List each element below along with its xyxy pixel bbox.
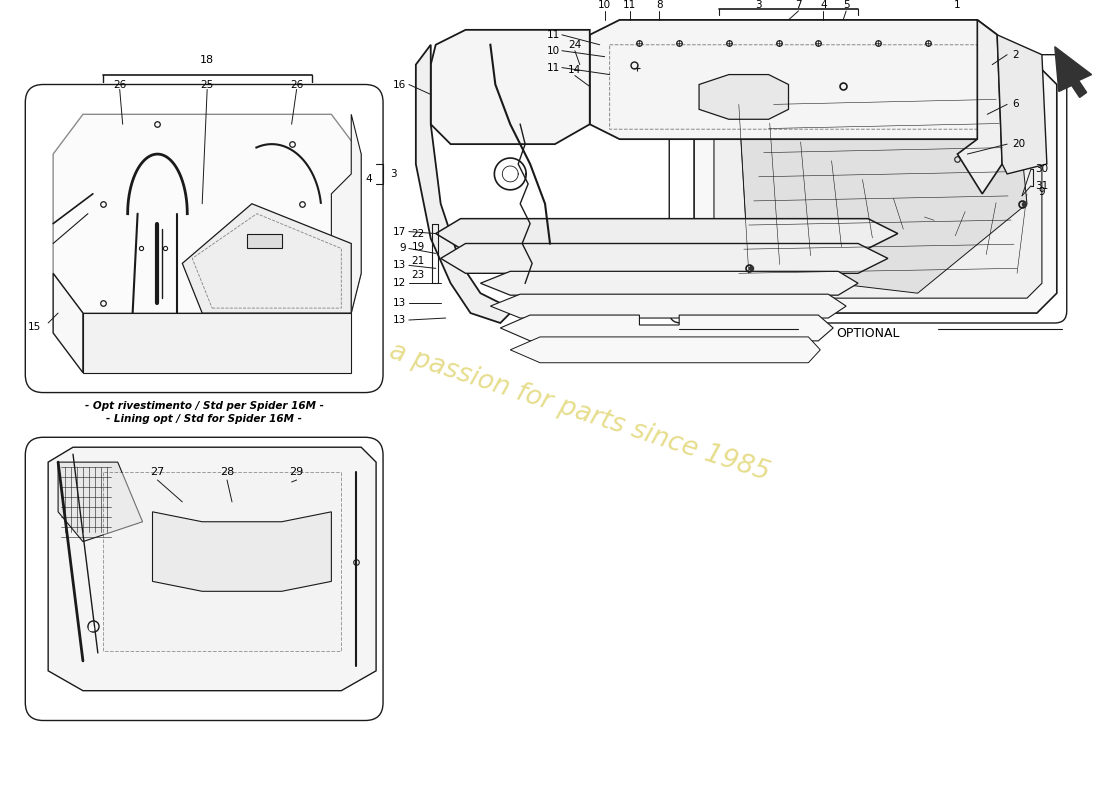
Text: 22: 22 — [411, 229, 425, 238]
Text: 19: 19 — [411, 242, 425, 253]
Polygon shape — [102, 472, 341, 651]
Polygon shape — [590, 20, 998, 139]
Text: 9: 9 — [399, 243, 406, 254]
Polygon shape — [431, 30, 590, 144]
Text: 12: 12 — [393, 278, 406, 288]
Polygon shape — [246, 234, 282, 249]
Polygon shape — [53, 274, 82, 373]
Text: 2: 2 — [1012, 50, 1019, 60]
Text: 8: 8 — [656, 0, 662, 10]
Text: 16: 16 — [393, 79, 406, 90]
Text: 10: 10 — [547, 46, 560, 56]
Text: 20: 20 — [1012, 139, 1025, 149]
Polygon shape — [694, 65, 1057, 313]
Polygon shape — [510, 337, 821, 362]
Text: 15: 15 — [28, 322, 41, 332]
Text: 11: 11 — [623, 0, 636, 10]
Polygon shape — [416, 45, 510, 323]
Polygon shape — [436, 218, 898, 249]
Polygon shape — [500, 315, 833, 341]
Text: 3: 3 — [390, 169, 397, 179]
Text: 26: 26 — [113, 79, 127, 90]
Text: 4: 4 — [820, 0, 826, 10]
Polygon shape — [998, 35, 1047, 174]
Text: 30: 30 — [1035, 164, 1048, 174]
Text: 14: 14 — [569, 65, 582, 74]
Text: 13: 13 — [393, 315, 406, 325]
Polygon shape — [700, 74, 789, 119]
Text: 26: 26 — [290, 79, 304, 90]
Text: 17: 17 — [393, 226, 406, 237]
Text: 9: 9 — [1038, 187, 1045, 197]
Text: - Opt rivestimento / Std per Spider 16M -: - Opt rivestimento / Std per Spider 16M … — [85, 401, 323, 410]
Text: 5: 5 — [843, 0, 849, 10]
Polygon shape — [1055, 46, 1091, 98]
Polygon shape — [491, 294, 846, 318]
Polygon shape — [739, 85, 1027, 293]
Polygon shape — [957, 20, 1002, 194]
Polygon shape — [153, 512, 331, 591]
Text: 11: 11 — [547, 30, 560, 40]
Text: 7: 7 — [795, 0, 802, 10]
Polygon shape — [58, 462, 143, 542]
Text: a passion for parts since 1985: a passion for parts since 1985 — [386, 338, 773, 486]
Text: 21: 21 — [411, 256, 425, 266]
Text: 23: 23 — [411, 270, 425, 280]
Polygon shape — [53, 114, 361, 313]
Text: 31: 31 — [1035, 181, 1048, 191]
Text: 24: 24 — [569, 40, 582, 50]
Text: 6: 6 — [1012, 99, 1019, 110]
Text: 13: 13 — [393, 298, 406, 308]
Polygon shape — [183, 204, 351, 313]
Polygon shape — [331, 114, 361, 313]
Text: 29: 29 — [289, 467, 304, 477]
Polygon shape — [481, 271, 858, 295]
Text: 18: 18 — [200, 54, 214, 65]
Polygon shape — [48, 447, 376, 690]
Polygon shape — [714, 79, 1042, 298]
Polygon shape — [82, 313, 351, 373]
Text: 10: 10 — [598, 0, 612, 10]
Text: 27: 27 — [151, 467, 165, 477]
Text: - Lining opt / Std for Spider 16M -: - Lining opt / Std for Spider 16M - — [107, 414, 302, 425]
Polygon shape — [441, 243, 888, 274]
Text: OPTIONAL: OPTIONAL — [836, 327, 900, 340]
Text: 28: 28 — [220, 467, 234, 477]
Text: 13: 13 — [393, 260, 406, 270]
Text: 11: 11 — [547, 62, 560, 73]
Text: 4: 4 — [365, 174, 372, 184]
Text: 25: 25 — [200, 79, 213, 90]
Text: 3: 3 — [756, 0, 762, 10]
Text: 1: 1 — [954, 0, 960, 10]
